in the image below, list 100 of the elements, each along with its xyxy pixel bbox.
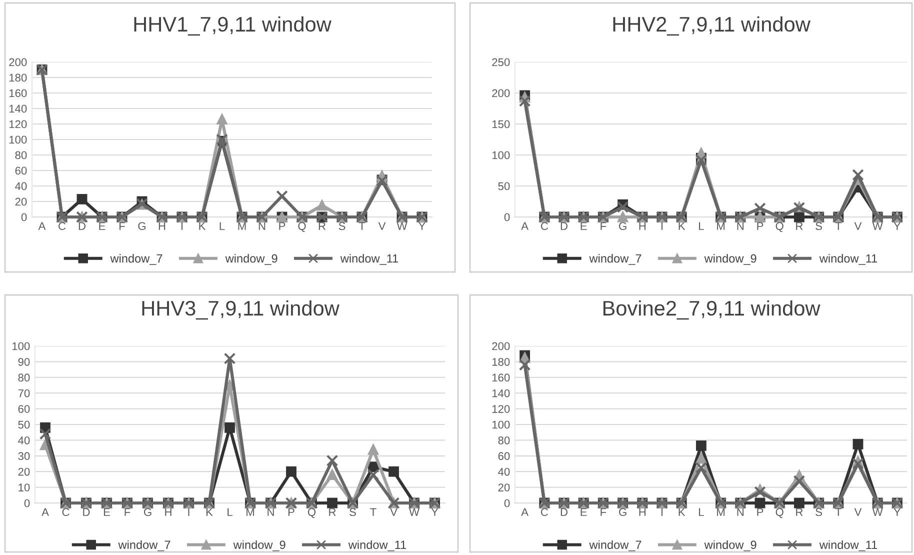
x-tick-label: E — [580, 508, 587, 516]
x-tick-label: Q — [308, 508, 316, 518]
x-tick-label: N — [737, 222, 744, 230]
x-tick-label: V — [378, 222, 386, 230]
legend-label: window_7 — [589, 254, 642, 265]
x-tick-label: W — [409, 508, 420, 516]
x-tick-label: M — [238, 222, 246, 230]
x-tick-label: Q — [776, 508, 784, 518]
chart-title: HHV3_7,9,11 window — [142, 300, 340, 320]
x-tick-label: W — [872, 222, 883, 230]
y-tick-label: 160 — [492, 374, 510, 382]
x-tick-label: C — [540, 508, 548, 516]
x-tick-label: S — [816, 222, 822, 230]
x-tick-label: I — [661, 222, 663, 230]
x-tick-label: G — [144, 508, 152, 516]
x-tick-label: Q — [298, 222, 306, 232]
x-tick-label: T — [358, 222, 366, 230]
x-tick-label: L — [699, 222, 704, 230]
x-tick-label: C — [62, 508, 70, 516]
y-tick-label: 0 — [24, 499, 30, 508]
x-tick-label: N — [737, 508, 744, 516]
y-tick-label: 100 — [9, 136, 27, 144]
x-tick-label: L — [220, 222, 225, 230]
x-tick-label: W — [872, 508, 883, 516]
x-tick-label: T — [835, 222, 842, 230]
x-tick-label: K — [199, 222, 206, 230]
y-tick-label: 70 — [18, 389, 30, 398]
x-tick-label: D — [560, 222, 568, 230]
legend-label: window_11 — [348, 540, 406, 552]
y-tick-label: 140 — [9, 104, 27, 113]
x-tick-label: K — [678, 222, 686, 230]
chart-title: Bovine2_7,9,11 window — [603, 300, 820, 320]
x-tick-label: A — [521, 222, 528, 230]
x-tick-label: E — [99, 222, 106, 230]
x-tick-label: D — [560, 508, 568, 516]
x-tick-label: N — [268, 508, 274, 516]
x-tick-label: T — [370, 508, 376, 516]
x-tick-label: A — [38, 222, 46, 230]
x-tick-label: I — [188, 508, 190, 516]
x-tick-label: F — [124, 508, 130, 516]
y-tick-label: 40 — [498, 468, 510, 476]
y-tick-label: 80 — [18, 374, 30, 382]
x-tick-label: K — [206, 508, 213, 516]
x-tick-label: L — [228, 508, 232, 516]
y-tick-label: 50 — [498, 182, 510, 190]
x-tick-label: R — [329, 508, 336, 516]
x-tick-label: Y — [418, 222, 426, 230]
legend-label: window_9 — [704, 254, 756, 265]
y-tick-label: 20 — [15, 198, 27, 206]
x-tick-label: D — [83, 508, 90, 516]
y-tick-label: 120 — [492, 405, 510, 413]
y-tick-label: 160 — [9, 89, 27, 98]
legend-label: window_9 — [704, 540, 756, 552]
x-tick-label: Y — [894, 222, 901, 230]
x-tick-label: H — [639, 222, 646, 230]
y-tick-label: 90 — [18, 358, 30, 366]
x-tick-label: T — [835, 508, 842, 516]
x-tick-label: V — [854, 222, 862, 230]
x-tick-label: G — [619, 508, 626, 516]
x-tick-label: Y — [894, 508, 901, 516]
y-tick-label: 50 — [18, 420, 30, 429]
legend-label: window_7 — [118, 540, 170, 552]
x-tick-label: D — [78, 222, 86, 230]
x-tick-label: F — [600, 222, 606, 230]
y-tick-label: 100 — [492, 420, 510, 429]
chart-title: HHV2_7,9,11 window — [613, 16, 810, 36]
legend-label: window_7 — [110, 254, 162, 265]
y-tick-label: 150 — [492, 120, 510, 128]
y-tick-label: 30 — [18, 452, 30, 460]
legend-label: window_7 — [589, 540, 642, 552]
y-tick-label: 80 — [15, 151, 27, 160]
y-tick-label: 80 — [498, 436, 510, 444]
y-tick-label: 40 — [15, 182, 27, 190]
x-tick-label: A — [42, 508, 49, 516]
x-tick-label: R — [796, 508, 803, 516]
x-tick-label: F — [600, 508, 606, 516]
y-tick-label: 0 — [504, 499, 510, 508]
x-tick-label: V — [854, 508, 862, 516]
chart-title: HHV1_7,9,11 window — [134, 16, 332, 36]
y-tick-label: 180 — [492, 358, 510, 366]
y-tick-label: 60 — [498, 452, 510, 460]
y-tick-label: 200 — [492, 89, 510, 98]
x-tick-label: H — [639, 508, 646, 516]
legend-label: window_9 — [225, 254, 278, 265]
x-tick-label: P — [279, 222, 286, 230]
y-tick-label: 100 — [492, 151, 510, 160]
legend-label: window_11 — [819, 254, 878, 265]
x-tick-label: V — [390, 508, 398, 516]
y-tick-label: 200 — [9, 58, 27, 66]
y-tick-label: 0 — [504, 213, 510, 222]
x-tick-label: M — [246, 508, 254, 516]
x-tick-label: G — [619, 222, 626, 230]
y-tick-label: 120 — [9, 120, 27, 128]
x-tick-label: I — [181, 222, 183, 230]
x-tick-label: M — [717, 508, 725, 516]
y-tick-label: 140 — [492, 389, 510, 398]
x-tick-label: R — [796, 222, 803, 230]
x-tick-label: Q — [776, 222, 784, 232]
y-tick-label: 20 — [498, 484, 510, 492]
x-tick-label: G — [138, 222, 146, 230]
